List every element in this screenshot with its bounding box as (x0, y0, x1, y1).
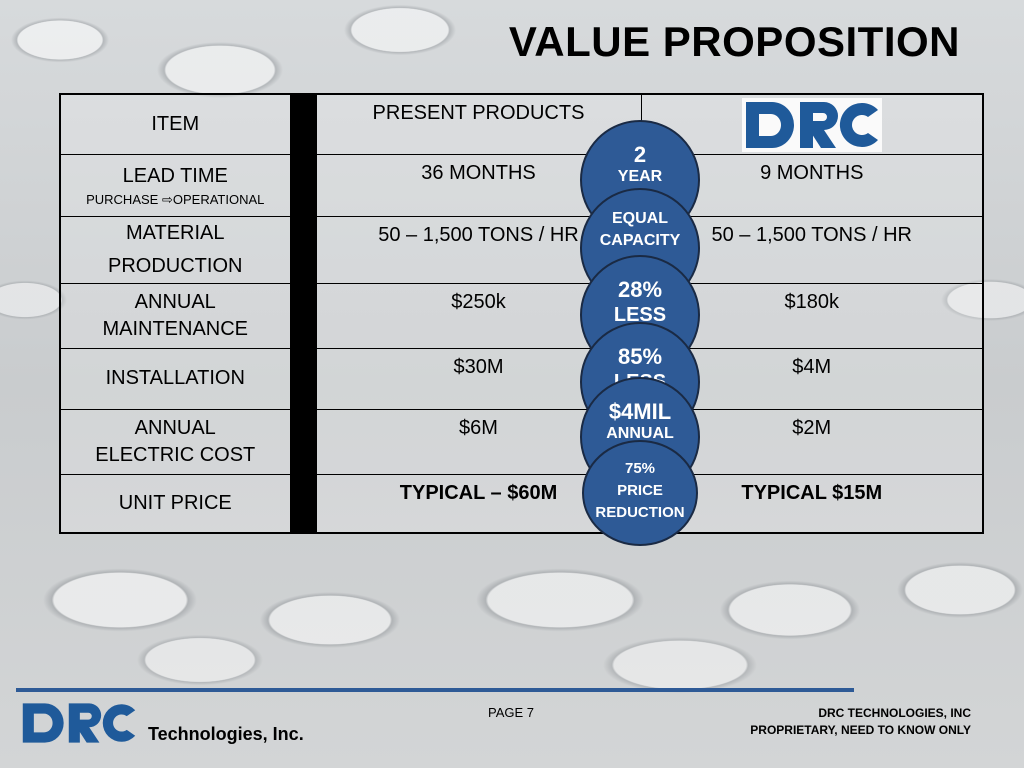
cell-item-lead-time: LEAD TIME PURCHASE ⇨OPERATIONAL (59, 153, 291, 217)
page-number: PAGE 7 (488, 705, 535, 720)
subnote-operational: OPERATIONAL (172, 191, 265, 207)
badge-line1: 2 (633, 142, 647, 167)
badge-line1: 28% (617, 277, 663, 302)
cell-item-material-production: MATERIAL PRODUCTION (59, 215, 291, 284)
footer-company-name: Technologies, Inc. (148, 724, 304, 744)
badge-line2: CAPACITY (599, 232, 681, 249)
badge-line2: PRICE (617, 482, 663, 499)
badge-line1: $4MIL (608, 399, 672, 424)
header-item: ITEM (59, 93, 291, 155)
subnote-purchase: PURCHASE (86, 191, 159, 207)
footer-proprietary-notice: DRC TECHNOLOGIES, INC PROPRIETARY, NEED … (750, 705, 971, 739)
badge-line2: ANNUAL (606, 425, 674, 442)
row-label-line2: PRODUCTION (108, 254, 243, 277)
badge-line3: REDUCTION (595, 504, 685, 521)
cell-item-installation: INSTALLATION (59, 347, 291, 410)
badge-line1: 75% (624, 460, 656, 477)
table-row: ANNUAL ELECTRIC COST $6M $2M (59, 408, 984, 475)
footer-right-line2: PROPRIETARY, NEED TO KNOW ONLY (750, 723, 971, 737)
table-header-row: ITEM PRESENT PRODUCTS (59, 93, 984, 534)
badge-price-reduction: 75% PRICE REDUCTION (582, 440, 698, 546)
row-label-line1: MATERIAL (125, 221, 225, 244)
header-present-products: PRESENT PRODUCTS (315, 93, 642, 155)
comparison-table-container: ITEM PRESENT PRODUCTS LEAD TIME PURCHASE… (59, 93, 984, 534)
black-divider-bar (289, 93, 317, 534)
table-row: INSTALLATION $30M $4M (59, 347, 984, 410)
badge-line1: 85% (617, 344, 663, 369)
cell-item-annual-maintenance: ANNUAL MAINTENANCE (59, 282, 291, 349)
cell-drc: TYPICAL $15M (640, 473, 984, 534)
footer-right-line1: DRC TECHNOLOGIES, INC (818, 706, 971, 720)
badge-line2: LESS (613, 304, 667, 326)
badge-line1: EQUAL (612, 210, 668, 227)
header-drc-logo (640, 93, 984, 155)
drc-logo (741, 98, 882, 153)
table-row: UNIT PRICE TYPICAL – $60M TYPICAL $15M (59, 473, 984, 534)
table-row: ANNUAL MAINTENANCE $250k $180k (59, 282, 984, 349)
table-row: MATERIAL PRODUCTION 50 – 1,500 TONS / HR… (59, 215, 984, 284)
right-arrow-icon: ⇨ (161, 191, 173, 207)
drc-footer-logo (22, 703, 136, 743)
table-row: LEAD TIME PURCHASE ⇨OPERATIONAL 36 MONTH… (59, 153, 984, 217)
slide-title: VALUE PROPOSITION (508, 18, 960, 65)
cell-item-unit-price: UNIT PRICE (59, 473, 291, 534)
lead-time-subnote: PURCHASE ⇨OPERATIONAL (65, 192, 286, 208)
comparison-table: ITEM PRESENT PRODUCTS LEAD TIME PURCHASE… (59, 93, 984, 534)
cell-item-annual-electric-cost: ANNUAL ELECTRIC COST (59, 408, 291, 475)
footer-divider (16, 688, 854, 692)
badge-line2: YEAR (617, 168, 663, 185)
row-label: LEAD TIME (122, 164, 228, 187)
